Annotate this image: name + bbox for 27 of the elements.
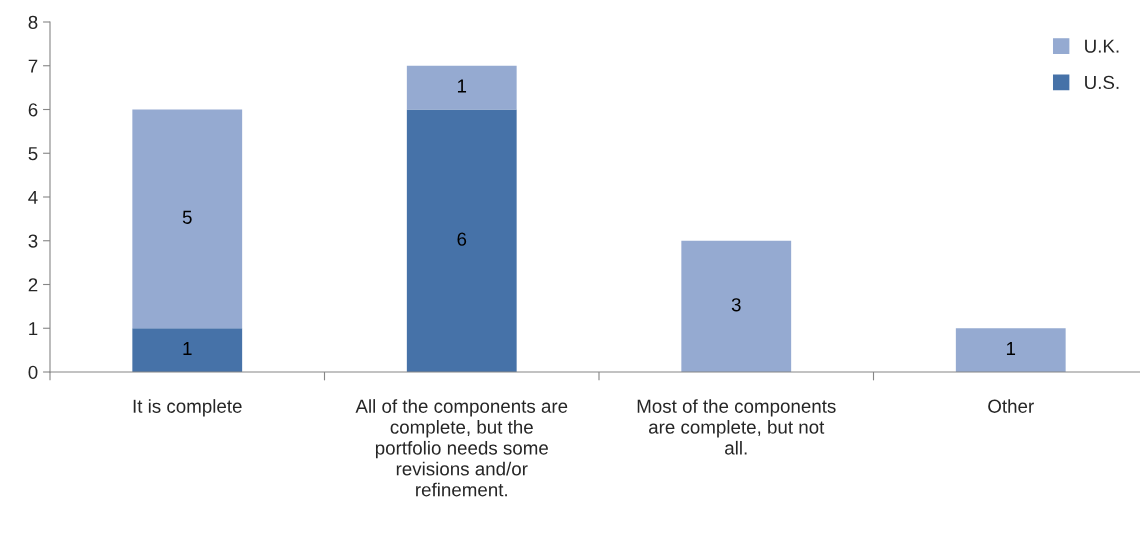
y-tick-label: 0 [28,365,38,379]
data-label: 1 [1006,342,1016,355]
data-label: 6 [457,232,467,246]
legend-label: U.K. [1085,39,1119,53]
x-tick-label: All of the components are complete, but the portfolio needs some revisions and/or refinement. [355,399,568,497]
y-tick-label: 4 [28,190,38,204]
bar [132,109,243,329]
bar [132,328,243,372]
data-label: 1 [457,79,467,93]
bar [955,328,1066,372]
data-label: 5 [182,210,192,224]
data-label: 3 [731,298,741,312]
data-label: 1 [183,342,192,355]
bar [406,65,517,110]
bar [406,109,517,372]
y-tick-label: 1 [29,322,38,336]
y-tick-label: 7 [28,59,38,73]
legend-label: U.S. [1085,75,1119,90]
x-tick-label: It is complete [133,399,242,417]
y-tick-label: 8 [28,15,38,29]
bar [681,240,792,372]
y-tick-label: 6 [28,103,38,117]
y-tick-label: 5 [28,147,38,161]
x-tick-label: Other [988,399,1034,413]
y-tick-label: 3 [28,234,38,248]
y-tick-label: 2 [28,278,38,292]
x-tick-label: Most of the components are complete, but not all. [637,399,836,455]
